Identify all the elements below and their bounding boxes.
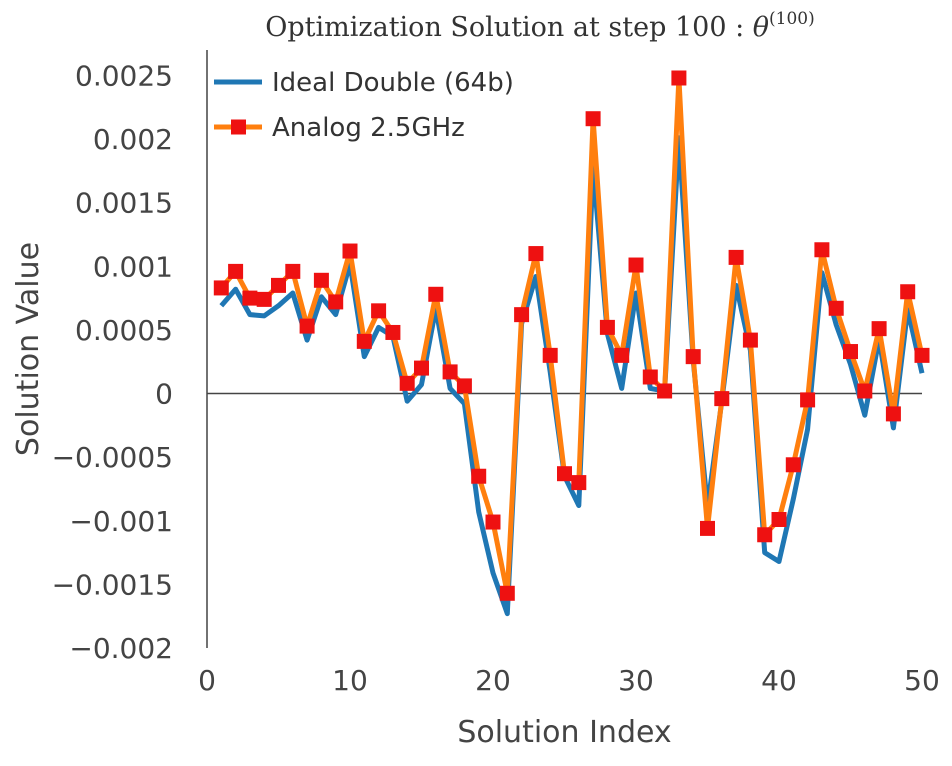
y-tick-label: 0.0025: [75, 59, 173, 92]
x-tick-label: 40: [761, 664, 797, 697]
data-point-analog: [800, 392, 816, 408]
data-point-analog: [599, 319, 615, 335]
legend-label: Ideal Double (64b): [272, 68, 514, 98]
legend-item-ideal-double: Ideal Double (64b): [214, 68, 514, 98]
data-point-analog: [399, 375, 415, 391]
data-point-analog: [757, 527, 773, 543]
y-tick-label: −0.001: [69, 505, 173, 538]
data-point-analog: [585, 111, 601, 127]
x-tick-label: 10: [332, 664, 368, 697]
data-point-analog: [499, 585, 515, 601]
x-tick-label: 0: [198, 664, 216, 697]
chart-title-symbol: θ: [753, 12, 769, 43]
data-point-analog: [700, 520, 715, 536]
data-point-analog: [571, 475, 587, 491]
data-point-analog: [542, 347, 558, 363]
y-tick-label: 0.0015: [75, 187, 173, 220]
series-layer: [213, 70, 930, 617]
data-point-analog: [414, 360, 429, 376]
data-point-analog: [657, 383, 673, 399]
data-point-analog: [528, 246, 544, 262]
y-tick-label: 0.001: [93, 250, 173, 283]
data-point-analog: [328, 294, 344, 310]
data-point-analog: [299, 318, 315, 334]
legend-label: Analog 2.5GHz: [272, 113, 465, 143]
chart-title: Optimization Solution at step 100 : θ(10…: [265, 9, 815, 43]
data-point-analog: [242, 290, 258, 306]
data-point-analog: [356, 333, 372, 349]
data-point-analog: [843, 344, 858, 360]
data-point-analog: [228, 263, 244, 279]
data-point-analog: [814, 242, 830, 258]
data-point-analog: [256, 291, 272, 307]
data-point-analog: [785, 457, 801, 473]
data-point-analog: [285, 263, 301, 279]
data-point-analog: [456, 378, 472, 394]
y-tick-label: −0.0015: [52, 568, 173, 601]
data-point-analog: [628, 257, 644, 273]
data-point-analog: [471, 468, 487, 484]
chart-title-superscript: (100): [769, 9, 815, 29]
data-point-analog: [771, 511, 787, 527]
chart-title-prefix: Optimization Solution at step 100 :: [265, 12, 753, 43]
series-line-ideal-double: [219, 135, 925, 617]
y-tick-label: 0.0005: [75, 314, 173, 347]
data-point-analog: [671, 70, 687, 86]
data-point-analog: [428, 286, 444, 302]
x-axis-ticks: 0 10 20 30 40 50: [198, 664, 940, 697]
data-point-analog: [914, 347, 930, 363]
data-point-analog: [642, 369, 658, 385]
data-point-analog: [385, 324, 401, 340]
x-tick-label: 30: [618, 664, 654, 697]
y-axis-title: Solution Value: [11, 242, 46, 456]
data-point-analog: [342, 243, 358, 259]
x-tick-label: 20: [475, 664, 511, 697]
data-point-analog: [557, 466, 572, 482]
y-tick-label: −0.0005: [52, 441, 173, 474]
data-point-analog: [728, 249, 744, 265]
data-point-analog: [271, 277, 286, 293]
data-point-analog: [213, 280, 229, 296]
y-tick-label: 0: [155, 378, 173, 411]
data-point-analog: [885, 406, 901, 422]
x-tick-label: 50: [904, 664, 940, 697]
data-point-analog: [871, 321, 887, 337]
y-tick-label: −0.002: [69, 632, 173, 665]
legend-swatch-marker: [231, 119, 246, 135]
data-point-analog: [714, 391, 730, 407]
data-point-analog: [900, 284, 916, 300]
data-point-analog: [742, 332, 758, 348]
data-point-analog: [371, 303, 387, 319]
data-point-analog: [857, 383, 873, 399]
legend-item-analog: Analog 2.5GHz: [214, 113, 465, 143]
data-point-analog: [485, 514, 501, 530]
y-tick-label: 0.002: [93, 123, 173, 156]
legend: Ideal Double (64b) Analog 2.5GHz: [214, 68, 514, 143]
data-point-analog: [442, 364, 458, 380]
data-point-analog: [313, 272, 329, 288]
data-point-analog: [614, 347, 630, 363]
data-point-analog: [685, 349, 701, 365]
data-point-analog: [514, 307, 530, 323]
data-point-analog: [828, 300, 844, 316]
x-axis-title: Solution Index: [457, 715, 671, 750]
y-axis-ticks: −0.002 −0.0015 −0.001 −0.0005 0 0.0005 0.001 0.…: [52, 59, 173, 665]
